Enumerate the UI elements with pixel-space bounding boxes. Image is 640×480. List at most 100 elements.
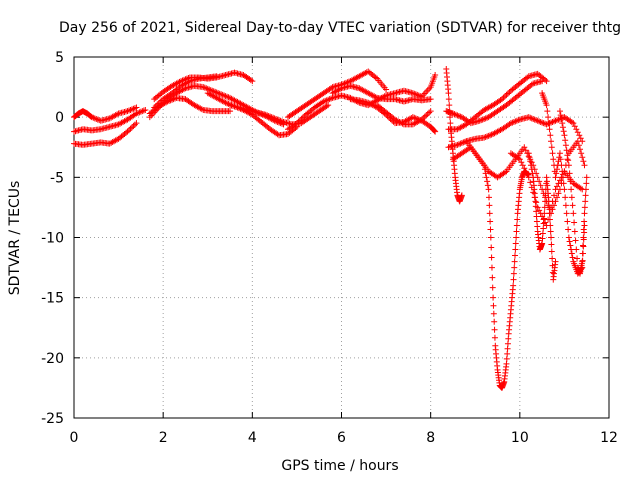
data-point [488,244,495,251]
data-point [484,178,491,185]
data-point [326,96,333,103]
data-point [490,294,497,301]
data-point [549,150,556,157]
data-point [548,241,555,248]
data-point [133,110,140,117]
data-point [446,102,453,109]
data-point [506,89,513,96]
data-point [487,226,494,233]
series-track-w [556,108,590,277]
data-point [571,219,578,226]
data-point [514,216,521,223]
data-point [540,120,547,127]
data-point [539,240,546,247]
data-point [507,120,514,127]
data-point [569,202,576,209]
data-point [562,202,569,209]
data-point [568,250,575,257]
data-point [530,189,537,196]
y-tick-label: -5 [50,170,64,186]
data-point [568,119,575,126]
data-point [482,134,489,141]
data-point [571,123,578,130]
data-point [582,192,589,199]
data-point [183,75,190,82]
data-point [522,168,529,175]
data-point [224,93,231,100]
data-point [531,116,538,123]
data-point [552,258,559,265]
data-point [537,210,544,217]
data-point [484,133,491,140]
data-point [200,84,207,91]
data-point [548,204,555,211]
data-point [565,162,572,169]
data-point [460,139,467,146]
data-point [568,246,575,253]
data-point [510,276,517,283]
data-point [160,100,167,107]
data-point [579,258,586,265]
data-point [539,119,546,126]
data-point [383,86,390,93]
data-point [478,117,485,124]
data-point [527,162,534,169]
data-point [293,120,300,127]
y-axis-label: SDTVAR / TECUs [7,181,23,296]
data-point [247,77,254,84]
data-point [133,104,140,111]
data-point [548,138,555,145]
data-point [155,104,162,111]
y-tick-label: -25 [41,411,64,427]
data-marks [71,66,590,391]
data-point [461,138,468,145]
data-point [575,142,582,149]
data-point [581,210,588,217]
data-point [218,91,225,98]
data-point [409,114,416,121]
data-point [510,282,517,289]
data-point [528,159,535,166]
data-point [512,118,519,125]
data-point [489,284,496,291]
data-point [543,102,550,109]
data-point [451,111,458,118]
data-point [572,237,579,244]
series-track-l [329,82,434,105]
data-point [510,270,517,277]
data-point [545,216,552,223]
data-point [490,310,497,317]
data-point [452,111,459,118]
data-point [328,85,335,92]
data-point [581,162,588,169]
data-point [513,117,520,124]
data-point [249,78,256,85]
data-point [142,106,149,113]
data-point [543,78,550,85]
data-point [325,102,332,109]
data-point [274,131,281,138]
data-point [479,116,486,123]
axis-ticks: 0 2 4 6 8 10 12 5 0 -5 -10 -15 -20 -25 [41,50,618,446]
data-point [536,207,543,214]
data-point [458,140,465,147]
data-point [213,89,220,96]
x-tick-label: 4 [248,430,257,446]
data-point [198,106,205,113]
y-tick-label: 0 [55,110,64,126]
data-point [556,150,563,157]
data-point [547,228,554,235]
data-point [565,226,572,233]
data-point [545,120,552,127]
data-point [276,117,283,124]
data-point [579,154,586,161]
data-point [513,234,520,241]
data-point [527,179,534,186]
series-track-c [71,104,140,124]
data-point [509,119,516,126]
data-point [295,118,302,125]
data-point [555,190,562,197]
data-point [560,180,567,187]
y-tick-label: -20 [41,351,64,367]
